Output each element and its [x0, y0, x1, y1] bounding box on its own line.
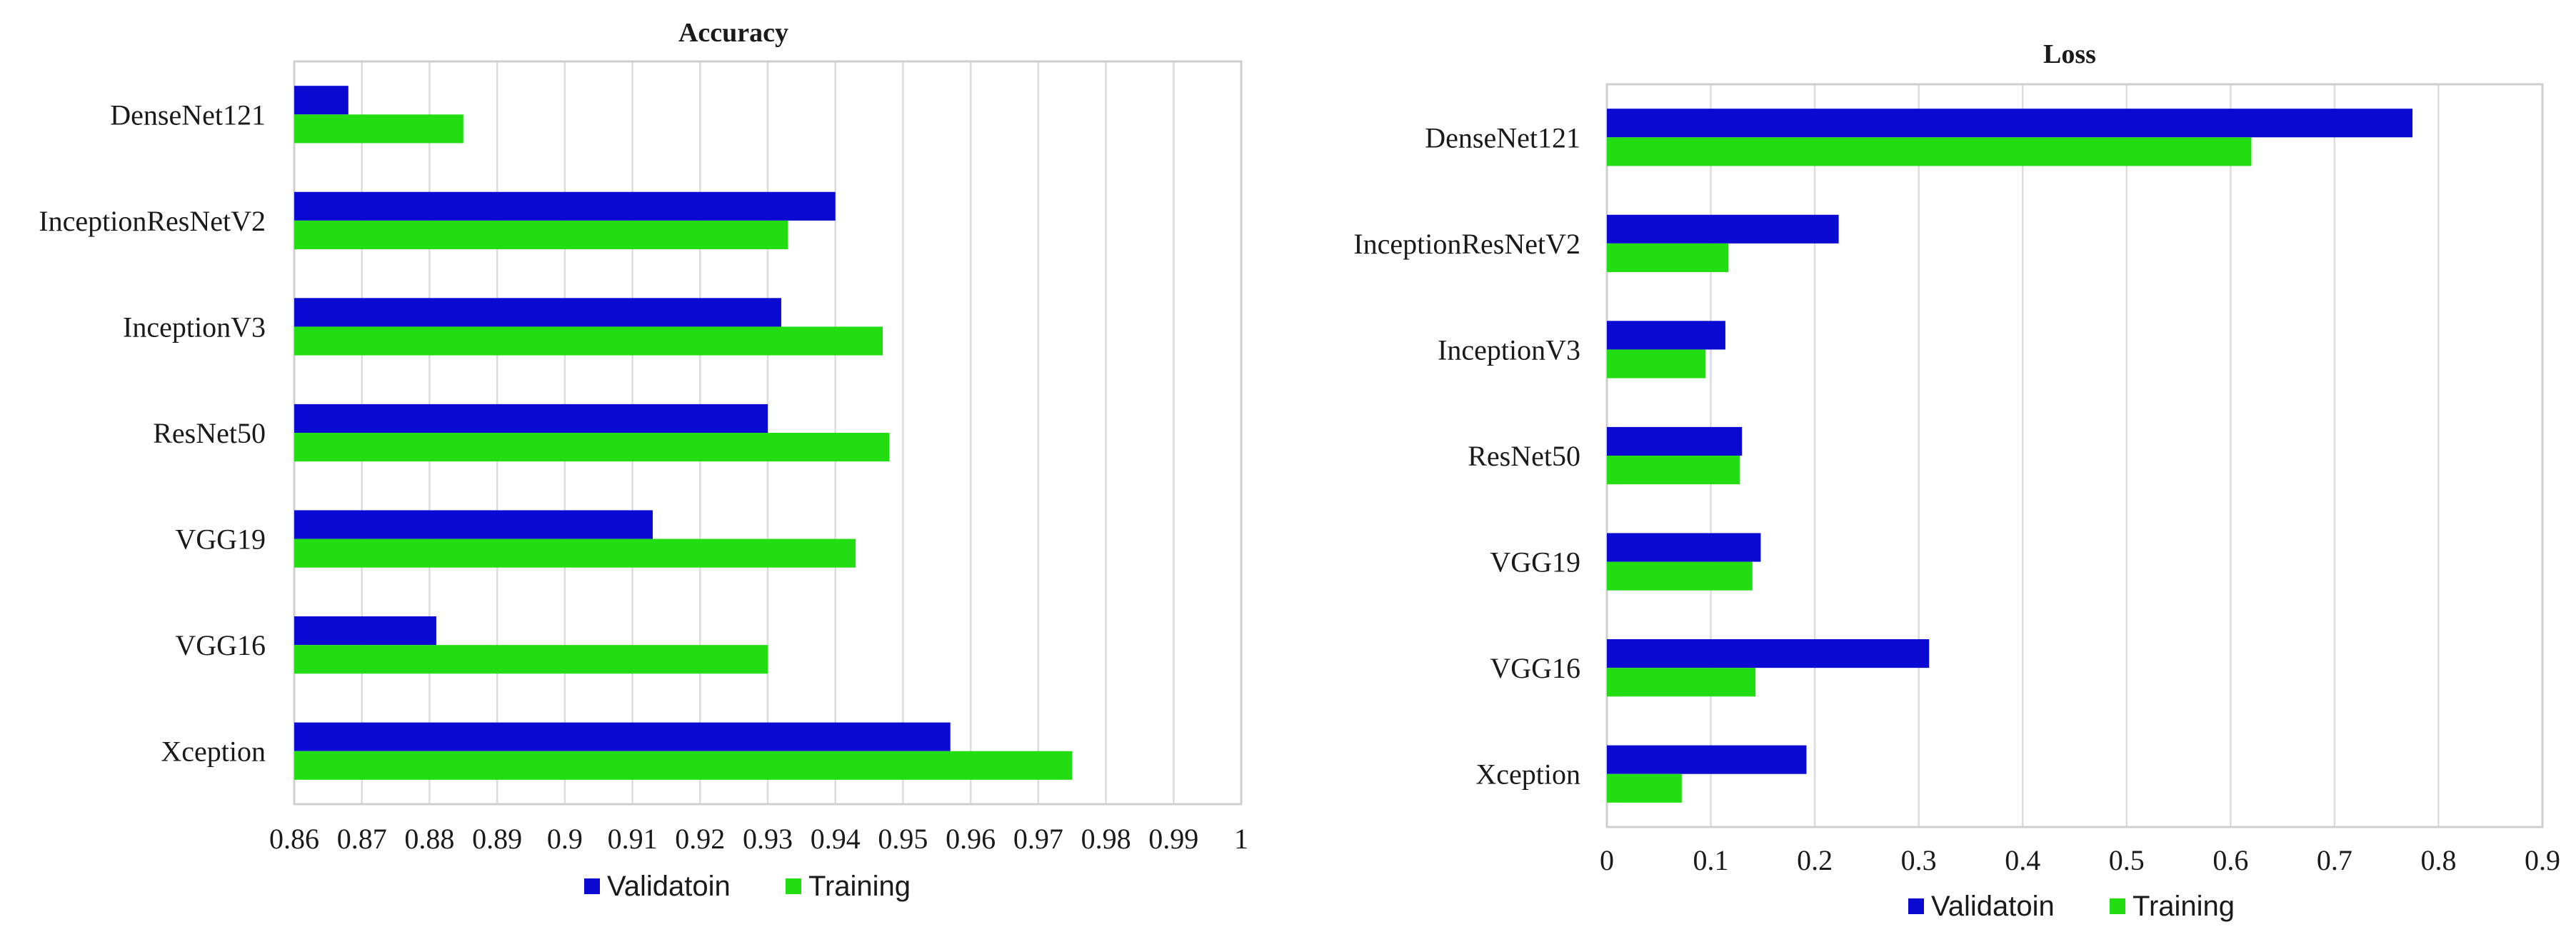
x-tick-label: 0.94: [811, 823, 861, 855]
category-label: ResNet50: [153, 417, 266, 449]
legend-swatch: [2110, 898, 2125, 914]
bar-training: [294, 751, 1073, 780]
x-tick-label: 0.88: [404, 823, 454, 855]
x-tick-label: 0.3: [1901, 844, 1937, 876]
x-tick-label: 0.98: [1081, 823, 1131, 855]
bar-training: [1607, 668, 1756, 697]
plot-frame: [1605, 83, 2544, 828]
category-label: InceptionResNetV2: [39, 205, 266, 237]
category-label: DenseNet121: [1425, 121, 1580, 154]
legend-swatch: [584, 878, 600, 894]
bar-validatoin: [294, 86, 349, 115]
bar-validatoin: [1607, 109, 2413, 138]
x-tick-label: 0.1: [1693, 844, 1729, 876]
x-tick-label: 0.91: [608, 823, 658, 855]
chart-accuracy: 0.86 0.87 0.88 0.89 0.9 0.91 0.92 0.93 0.94 0.95 0…: [39, 18, 1248, 902]
bar-validatoin: [294, 616, 436, 646]
x-tick-label: 0.2: [1797, 844, 1833, 876]
category-label: VGG16: [175, 629, 266, 661]
category-label: Xception: [1475, 758, 1580, 791]
x-tick-label: 0: [1600, 844, 1614, 876]
legend-label: Training: [2133, 891, 2235, 922]
bar-validatoin: [1607, 639, 1930, 668]
chart-title: Loss: [2043, 39, 2096, 69]
bar-validatoin: [294, 722, 951, 751]
legend-swatch: [786, 878, 801, 894]
chart-loss: 0 0.1 0.2 0.3 0.4 0.5 0.6 0.7 0.8 0.9 Loss DenseNet…: [1353, 39, 2560, 922]
bar-validatoin: [1607, 745, 1807, 774]
legend-label: Training: [808, 871, 911, 902]
x-tick-label: 0.9: [547, 823, 583, 855]
bar-training: [294, 114, 463, 144]
x-tick-label: 0.99: [1148, 823, 1198, 855]
x-tick-label: 0.9: [2525, 844, 2560, 876]
x-tick-label: 0.96: [946, 823, 996, 855]
bar-training: [1607, 137, 2252, 166]
x-tick-label: 0.93: [743, 823, 793, 855]
x-tick-label: 0.87: [337, 823, 387, 855]
x-tick-label: 0.92: [675, 823, 725, 855]
category-label: VGG19: [175, 523, 266, 556]
legend-swatch: [1908, 898, 1924, 914]
category-label: Xception: [161, 736, 266, 768]
x-tick-label: 0.4: [2005, 844, 2040, 876]
x-tick-label: 0.89: [472, 823, 522, 855]
category-label: InceptionResNetV2: [1353, 228, 1580, 260]
category-label: VGG19: [1490, 546, 1580, 578]
x-tick-label: 0.97: [1013, 823, 1063, 855]
category-label: VGG16: [1490, 652, 1580, 684]
x-tick-label: 0.6: [2212, 844, 2248, 876]
bar-validatoin: [1607, 321, 1725, 350]
bar-training: [294, 326, 883, 356]
bar-training: [1607, 456, 1740, 485]
chart-title: Accuracy: [678, 18, 788, 48]
x-tick-label: 0.95: [878, 823, 928, 855]
x-tick-label: 0.86: [269, 823, 319, 855]
bar-validatoin: [294, 510, 653, 539]
bar-validatoin: [1607, 533, 1761, 562]
bar-training: [1607, 349, 1706, 379]
bar-training: [294, 645, 768, 674]
legend-label: Validatoin: [1931, 891, 2055, 922]
category-label: InceptionV3: [1438, 334, 1580, 366]
bar-validatoin: [294, 191, 836, 221]
x-tick-label: 0.7: [2317, 844, 2352, 876]
bar-training: [1607, 561, 1753, 591]
bar-training: [294, 538, 856, 568]
bar-training: [294, 220, 788, 249]
bar-training: [1607, 243, 1729, 272]
bar-training: [1607, 773, 1682, 803]
x-tick-label: 0.5: [2109, 844, 2145, 876]
legend-label: Validatoin: [607, 871, 731, 902]
category-label: DenseNet121: [110, 99, 266, 131]
x-tick-label: 0.8: [2420, 844, 2456, 876]
bar-validatoin: [294, 404, 768, 433]
bar-validatoin: [1607, 426, 1743, 456]
bar-training: [294, 433, 890, 462]
category-label: ResNet50: [1468, 440, 1580, 472]
bar-validatoin: [1607, 214, 1839, 244]
x-tick-label: 1: [1234, 823, 1248, 855]
bar-validatoin: [294, 298, 781, 327]
category-label: InceptionV3: [123, 311, 266, 343]
